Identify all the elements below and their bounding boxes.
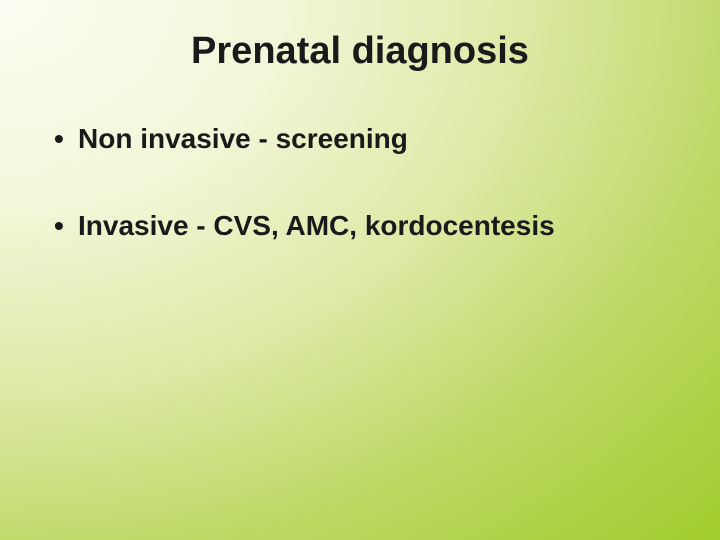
slide: Prenatal diagnosis Non invasive - screen… (0, 0, 720, 540)
slide-title: Prenatal diagnosis (40, 30, 680, 73)
list-item: Invasive - CVS, AMC, kordocentesis (50, 210, 680, 242)
list-item: Non invasive - screening (50, 123, 680, 155)
bullet-list: Non invasive - screening Invasive - CVS,… (40, 123, 680, 242)
